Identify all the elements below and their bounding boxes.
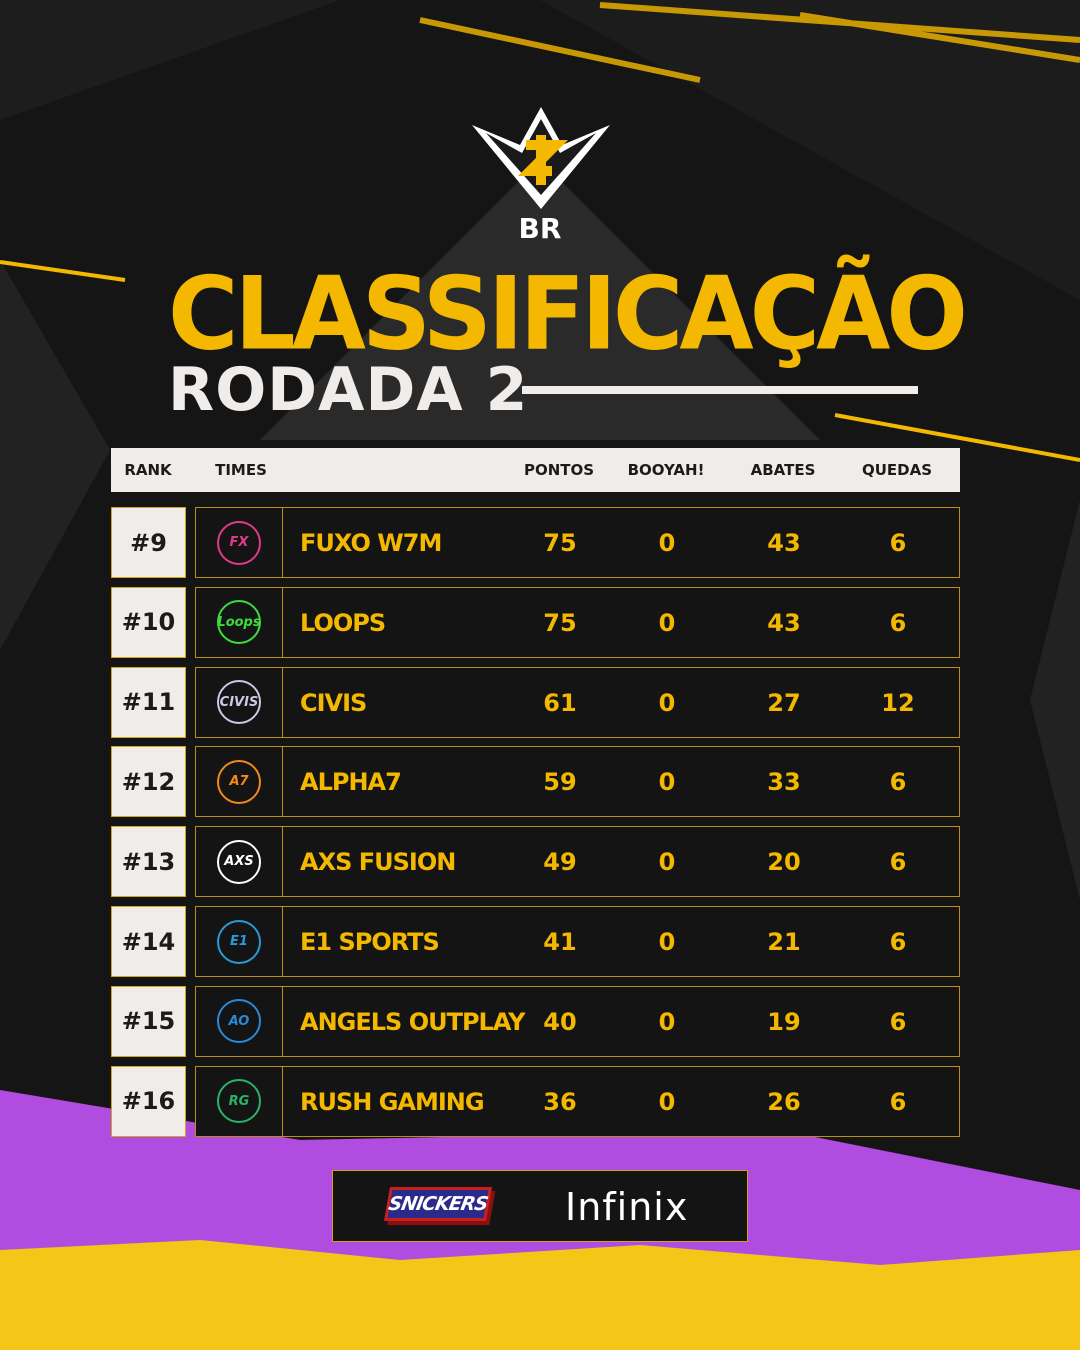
booyah-value: 0 — [658, 1087, 676, 1116]
booyah-value: 0 — [658, 688, 676, 717]
kills-value: 43 — [767, 608, 801, 637]
kills-value: 20 — [767, 848, 801, 877]
page-title: CLASSIFICAÇÃO — [168, 255, 968, 373]
header-teams: TIMES — [215, 461, 267, 479]
header-drops: QUEDAS — [861, 461, 933, 479]
points-value: 40 — [543, 1007, 577, 1036]
drops-value: 12 — [881, 688, 915, 717]
infinix-logo: Infinix — [565, 1185, 689, 1229]
points-value: 49 — [543, 848, 577, 877]
team-logo-cell: CIVIS — [195, 666, 283, 738]
header-kills: ABATES — [750, 461, 816, 479]
booyah-value: 0 — [658, 1007, 676, 1036]
team-logo-icon: Loops — [217, 600, 261, 645]
points-value: 75 — [543, 529, 577, 557]
rank-cell: #11 — [111, 666, 186, 738]
points-value: 59 — [543, 768, 577, 797]
kills-value: 19 — [767, 1007, 801, 1036]
kills-value: 43 — [767, 529, 801, 557]
team-logo-icon: RG — [217, 1079, 261, 1124]
team-stats-cell: ANGELS OUTPLAY 40 0 19 6 — [282, 985, 960, 1057]
team-name: RUSH GAMING — [300, 1087, 485, 1116]
table-row: #16 RG RUSH GAMING 36 0 26 6 — [111, 1065, 960, 1137]
points-value: 41 — [543, 928, 577, 956]
team-logo-cell: RG — [195, 1065, 283, 1137]
booyah-value: 0 — [658, 608, 676, 637]
brand-crown-logo-icon — [472, 107, 610, 209]
team-logo-icon: A7 — [217, 759, 261, 804]
team-logo-cell: AXS — [195, 826, 283, 898]
team-logo-cell: AO — [195, 985, 283, 1057]
sponsor-bar: SNICKERS Infinix — [332, 1170, 748, 1242]
rank-cell: #12 — [111, 746, 186, 818]
team-name: AXS FUSION — [300, 848, 456, 877]
team-logo-cell: E1 — [195, 906, 283, 977]
team-logo-icon: AXS — [217, 839, 261, 884]
round-subtitle: RODADA 2 — [168, 355, 529, 425]
team-name: LOOPS — [300, 608, 386, 637]
team-name: ALPHA7 — [300, 768, 402, 797]
booyah-value: 0 — [658, 928, 676, 956]
table-row: #10 Loops LOOPS 75 0 43 6 — [111, 586, 960, 658]
table-row: #11 CIVIS CIVIS 61 0 27 12 — [111, 666, 960, 738]
table-row: #15 AO ANGELS OUTPLAY 40 0 19 6 — [111, 985, 960, 1057]
drops-value: 6 — [889, 529, 907, 557]
team-name: CIVIS — [300, 688, 367, 717]
table-row: #9 FX FUXO W7M 75 0 43 6 — [111, 507, 960, 578]
rank-cell: #13 — [111, 826, 186, 898]
team-logo-cell: A7 — [195, 746, 283, 818]
header-points: PONTOS — [523, 461, 595, 479]
region-label: BR — [518, 212, 562, 245]
team-logo-icon: E1 — [217, 919, 261, 964]
team-stats-cell: E1 SPORTS 41 0 21 6 — [282, 906, 960, 977]
table-row: #14 E1 E1 SPORTS 41 0 21 6 — [111, 906, 960, 977]
team-logo-icon: AO — [217, 999, 261, 1044]
points-value: 61 — [543, 688, 577, 717]
booyah-value: 0 — [658, 768, 676, 797]
kills-value: 26 — [767, 1087, 801, 1116]
drops-value: 6 — [889, 928, 907, 956]
header-booyah: BOOYAH! — [627, 461, 705, 479]
drops-value: 6 — [889, 608, 907, 637]
drops-value: 6 — [889, 768, 907, 797]
rank-cell: #10 — [111, 586, 186, 658]
snickers-logo: SNICKERS — [384, 1187, 492, 1221]
team-logo-cell: FX — [195, 507, 283, 578]
drops-value: 6 — [889, 848, 907, 877]
team-stats-cell: RUSH GAMING 36 0 26 6 — [282, 1065, 960, 1137]
team-name: ANGELS OUTPLAY — [300, 1007, 525, 1036]
team-stats-cell: CIVIS 61 0 27 12 — [282, 666, 960, 738]
subtitle-divider — [522, 386, 918, 394]
booyah-value: 0 — [658, 529, 676, 557]
kills-value: 21 — [767, 928, 801, 956]
points-value: 75 — [543, 608, 577, 637]
kills-value: 33 — [767, 768, 801, 797]
rank-cell: #14 — [111, 906, 186, 977]
rank-cell: #16 — [111, 1065, 186, 1137]
header-rank: RANK — [124, 461, 172, 479]
rank-cell: #15 — [111, 985, 186, 1057]
team-name: FUXO W7M — [300, 529, 442, 557]
team-stats-cell: LOOPS 75 0 43 6 — [282, 586, 960, 658]
team-stats-cell: AXS FUSION 49 0 20 6 — [282, 826, 960, 898]
team-stats-cell: FUXO W7M 75 0 43 6 — [282, 507, 960, 578]
table-row: #12 A7 ALPHA7 59 0 33 6 — [111, 746, 960, 818]
team-stats-cell: ALPHA7 59 0 33 6 — [282, 746, 960, 818]
drops-value: 6 — [889, 1007, 907, 1036]
team-logo-icon: FX — [217, 520, 261, 565]
team-logo-icon: CIVIS — [217, 680, 261, 725]
points-value: 36 — [543, 1087, 577, 1116]
table-row: #13 AXS AXS FUSION 49 0 20 6 — [111, 826, 960, 898]
team-name: E1 SPORTS — [300, 928, 440, 956]
drops-value: 6 — [889, 1087, 907, 1116]
team-logo-cell: Loops — [195, 586, 283, 658]
table-header: RANK TIMES PONTOS BOOYAH! ABATES QUEDAS — [111, 448, 960, 492]
rank-cell: #9 — [111, 507, 186, 578]
kills-value: 27 — [767, 688, 801, 717]
booyah-value: 0 — [658, 848, 676, 877]
